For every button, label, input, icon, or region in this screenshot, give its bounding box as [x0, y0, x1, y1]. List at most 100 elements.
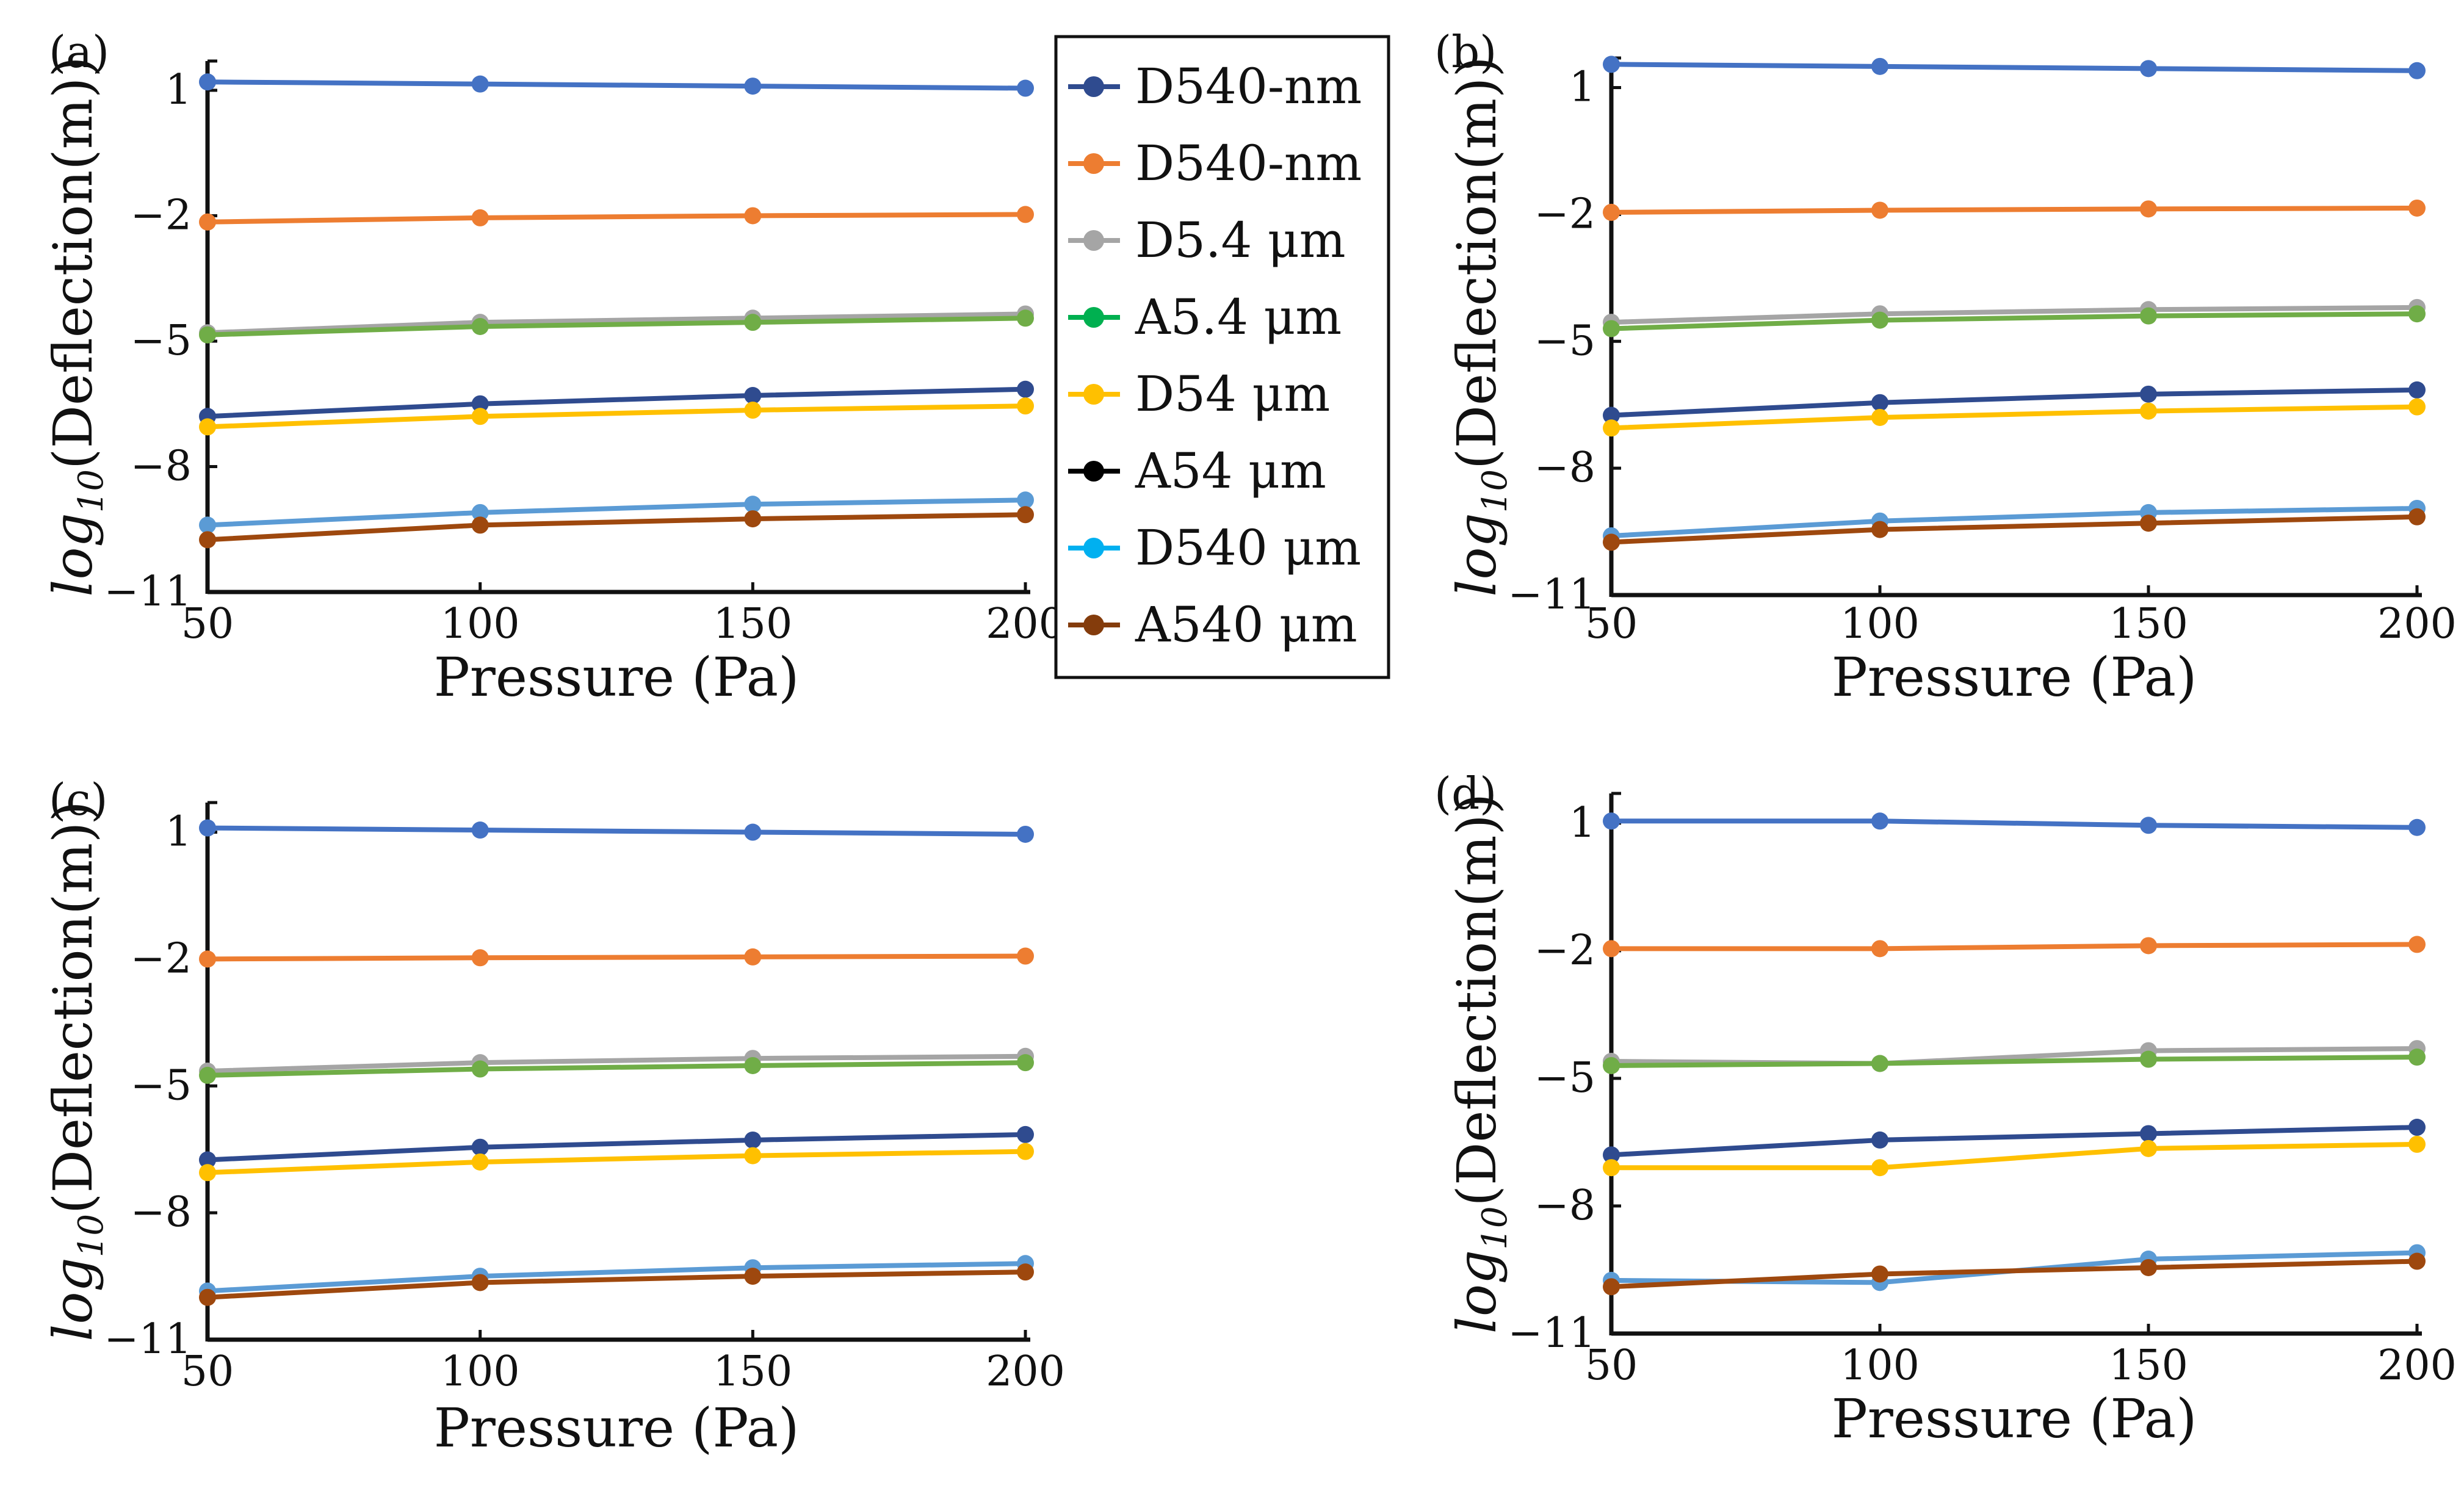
- series-point-4: [2408, 381, 2426, 399]
- series-point-4: [471, 395, 489, 413]
- series-point-0: [199, 73, 216, 91]
- series-point-0: [471, 821, 489, 839]
- series-point-7: [199, 1288, 216, 1306]
- series-point-5: [2408, 1135, 2426, 1153]
- series-point-7: [471, 516, 489, 534]
- series-point-4: [2140, 385, 2157, 403]
- x-axis-title: Pressure (Pa): [1832, 646, 2197, 709]
- y-tick-label: −2: [1534, 190, 1595, 238]
- y-tick-label: −2: [1534, 926, 1595, 975]
- series-point-7: [2408, 508, 2426, 525]
- series-point-0: [199, 819, 216, 837]
- series-line-0: [1611, 818, 2418, 830]
- series-line-2: [207, 1053, 1026, 1074]
- series-point-4: [2408, 1119, 2426, 1136]
- series-point-0: [1871, 57, 1888, 75]
- panel-label: (a): [49, 26, 109, 78]
- series-point-3: [744, 314, 762, 331]
- legend-label: D540-nm: [1135, 135, 1362, 192]
- series-point-5: [2140, 402, 2157, 420]
- y-axis-title: log10(Deflection(m)): [1445, 793, 1515, 1334]
- series-point-1: [2140, 937, 2157, 955]
- series-line-3: [1611, 311, 2418, 331]
- legend-marker: [1083, 153, 1104, 174]
- series-point-0: [744, 78, 762, 95]
- series-line-2: [1611, 305, 2418, 325]
- legend-box: [1054, 35, 1390, 679]
- legend-marker: [1083, 384, 1104, 405]
- series-line-3: [207, 316, 1026, 338]
- series-point-3: [199, 326, 216, 344]
- y-axis-title-rest: (Deflection(m)): [42, 56, 104, 469]
- series-point-0: [744, 823, 762, 841]
- series-line-7: [207, 512, 1026, 543]
- y-tick-label: −8: [131, 1188, 192, 1237]
- y-tick-label: −5: [1534, 1054, 1595, 1102]
- series-point-0: [2408, 818, 2426, 836]
- series-point-4: [1871, 394, 1888, 411]
- y-axis-title-log: log: [1445, 1250, 1508, 1334]
- series-point-5: [1603, 419, 1620, 437]
- series-line-4: [207, 1132, 1026, 1163]
- series-point-4: [1603, 1146, 1620, 1164]
- series-line-4: [207, 386, 1026, 419]
- y-axis-title: log10(Deflection(m)): [42, 801, 111, 1341]
- x-tick-label: 200: [986, 600, 1065, 648]
- series-line-4: [1611, 387, 2418, 418]
- series-point-1: [2140, 200, 2157, 218]
- y-tick-label: 1: [165, 808, 192, 856]
- series-point-4: [744, 387, 762, 405]
- y-axis-title-rest: (Deflection(m)): [1445, 793, 1508, 1207]
- series-line-5: [1611, 1141, 2418, 1171]
- series-point-3: [1871, 311, 1888, 329]
- series-point-3: [471, 318, 489, 335]
- series-point-4: [1603, 406, 1620, 424]
- series-point-5: [1017, 1143, 1034, 1160]
- legend-label: D540 μm: [1135, 519, 1361, 576]
- y-axis-title: log10(Deflection(m)): [1445, 56, 1515, 596]
- legend-marker: [1083, 538, 1104, 558]
- series-line-2: [207, 311, 1026, 336]
- legend-label: A54 μm: [1135, 442, 1326, 499]
- series-point-5: [199, 1164, 216, 1182]
- series-point-3: [2408, 1049, 2426, 1066]
- y-tick-label: −8: [131, 442, 192, 490]
- series-point-1: [744, 948, 762, 966]
- series-point-0: [1871, 812, 1888, 830]
- legend-marker: [1083, 615, 1104, 635]
- series-point-3: [1017, 1054, 1034, 1072]
- series-point-4: [1871, 1131, 1888, 1149]
- legend-label: A5.4 μm: [1135, 289, 1342, 345]
- series-point-0: [1603, 56, 1620, 73]
- legend-label: D54 μm: [1135, 366, 1330, 422]
- series-point-5: [471, 408, 489, 425]
- y-axis-title: log10(Deflection(m)): [42, 56, 111, 596]
- series-point-0: [471, 75, 489, 93]
- series-point-7: [471, 1274, 489, 1291]
- legend-label: A540 μm: [1135, 596, 1357, 653]
- panel-label: (b): [1434, 26, 1497, 78]
- series-point-3: [1603, 1056, 1620, 1074]
- x-axis-title: Pressure (Pa): [1832, 1387, 2197, 1450]
- legend: D540-nm D540-nm D5.4 μm A5.4 μm D54 μm A54 μm…: [1054, 35, 1390, 679]
- y-axis-title-rest: (Deflection(m)): [42, 801, 104, 1214]
- series-point-3: [2408, 305, 2426, 323]
- y-tick-label: −8: [1534, 444, 1595, 492]
- series-line-0: [1611, 62, 2418, 73]
- y-tick-label: −11: [1508, 571, 1595, 619]
- y-tick-label: −5: [131, 317, 192, 365]
- x-tick-label: 150: [713, 1348, 792, 1396]
- y-axis-title-log: log: [1445, 513, 1508, 596]
- legend-marker: [1083, 230, 1104, 251]
- y-axis-title-log: log: [42, 513, 104, 596]
- legend-label: D540-nm: [1135, 58, 1362, 115]
- series-point-5: [744, 1147, 762, 1164]
- panel-label: (c): [49, 774, 108, 825]
- series-point-5: [1603, 1159, 1620, 1177]
- series-point-6: [1017, 491, 1034, 509]
- series-point-3: [1017, 309, 1034, 327]
- legend-marker: [1083, 461, 1104, 482]
- series-point-3: [1871, 1055, 1888, 1072]
- x-tick-label: 50: [1585, 1341, 1638, 1390]
